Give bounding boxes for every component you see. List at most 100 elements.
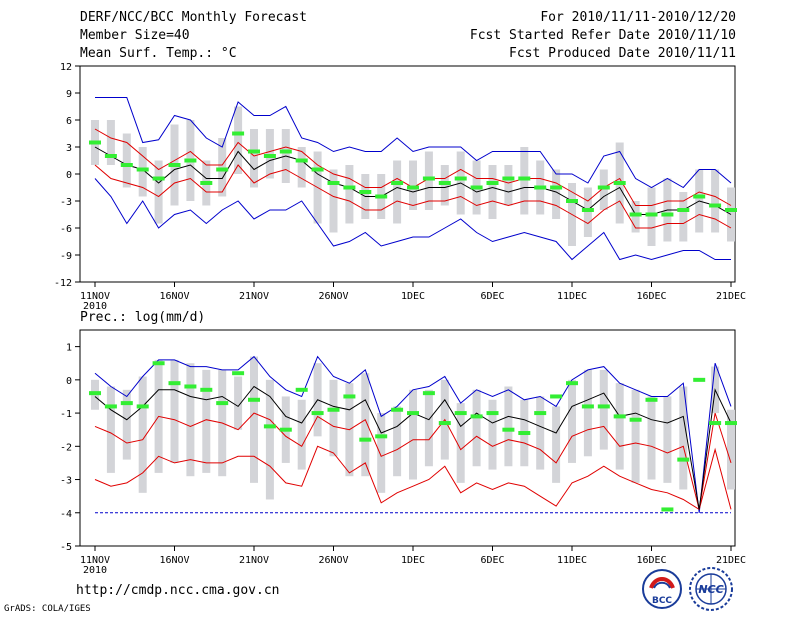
precip-box (138, 376, 147, 493)
temp-median-mark (661, 212, 674, 217)
temp-median-mark (422, 176, 435, 181)
temp-box (631, 201, 640, 233)
temp-xtick-label: 16DEC (636, 291, 666, 302)
precip-median-mark (629, 417, 642, 422)
temp-box (393, 160, 402, 224)
grads-credit: GrADS: COLA/IGES (4, 604, 91, 614)
temp-median-mark (438, 181, 451, 185)
temp-box (647, 187, 656, 246)
precip-median-mark (581, 404, 594, 409)
precip-median-mark (693, 377, 706, 382)
temp-ytick-label: -6 (60, 224, 72, 235)
precip-median-mark (327, 407, 340, 412)
precip-ytick-label: -4 (60, 509, 72, 520)
precip-xtick-label: 6DEC (480, 555, 504, 566)
precip-xtick-label: 21NOV (239, 555, 269, 566)
temp-box (265, 129, 274, 179)
precip-box (250, 356, 258, 483)
temp-median-mark (136, 167, 149, 172)
precip-upper-spread-line (94, 412, 732, 510)
temp-box (345, 165, 354, 224)
temp-median-mark (693, 194, 706, 199)
precip-upper-extreme-line (94, 355, 732, 513)
temp-box (711, 169, 720, 233)
precip-box (679, 386, 688, 490)
precip-box (170, 359, 179, 463)
precip-ytick-label: -5 (60, 542, 72, 553)
forecast-period: For 2010/11/11-2010/12/20 (540, 10, 736, 25)
precip-median-mark (709, 421, 722, 426)
precip-box (568, 379, 576, 463)
temp-box (154, 160, 163, 224)
precip-box (663, 396, 672, 483)
temp-median-mark (518, 176, 531, 181)
source-url[interactable]: http://cmdp.ncc.cma.gov.cn (76, 583, 280, 598)
precip-box (234, 376, 243, 430)
temp-box (520, 147, 529, 215)
precip-box (393, 406, 402, 477)
temp-xtick-label: 21DEC (716, 291, 746, 302)
temp-box (138, 147, 147, 197)
temp-box (218, 138, 227, 197)
precip-xtick-label: 11DEC (557, 555, 587, 566)
precip-median-mark (645, 397, 658, 402)
precip-xtick-label: 16DEC (636, 555, 666, 566)
temp-xtick-year: 2010 (83, 301, 107, 312)
temp-median-mark (725, 208, 737, 212)
temp-box (409, 160, 417, 210)
precip-median-mark (295, 387, 308, 392)
precip-panel-title: Prec.: log(mm/d) (80, 310, 206, 325)
temp-xtick-label: 16NOV (159, 291, 189, 302)
temp-ytick-label: 6 (66, 116, 72, 127)
precip-median-mark (422, 391, 435, 396)
precip-median-mark (359, 437, 372, 442)
precip-xtick-label: 21DEC (716, 555, 746, 566)
precip-median-mark (438, 421, 451, 426)
temp-median-mark (200, 181, 213, 185)
temp-xtick-label: 26NOV (318, 291, 348, 302)
temp-xtick-label: 1DEC (401, 291, 425, 302)
temp-median-mark (391, 181, 404, 185)
precip-median-mark (470, 414, 483, 419)
temp-median-mark (279, 149, 292, 154)
temp-median-mark (104, 154, 117, 158)
temp-median-mark (232, 131, 245, 136)
precip-lower-spread-line (94, 445, 732, 511)
precip-median-mark (89, 391, 101, 396)
precip-box (599, 369, 608, 450)
temp-ytick-label: 0 (66, 170, 72, 181)
precip-ytick-label: -1 (60, 409, 72, 420)
precip-median-mark (550, 394, 563, 399)
temp-lower-extreme-line (94, 178, 731, 261)
temp-median-mark (550, 185, 563, 190)
precip-box (377, 413, 386, 493)
precip-box (552, 406, 561, 483)
temp-xtick-label: 11DEC (557, 291, 587, 302)
precip-box (424, 389, 433, 467)
temp-median-mark (263, 154, 276, 158)
temp-box (599, 169, 608, 210)
precip-box (186, 363, 195, 477)
temp-median-mark (343, 185, 356, 190)
temp-ytick-label: 12 (60, 62, 72, 73)
precip-median-mark (391, 407, 404, 412)
precip-box (472, 389, 481, 467)
precip-xtick-label: 1DEC (401, 555, 425, 566)
temp-box (329, 169, 338, 233)
precip-box (122, 389, 131, 460)
temp-median-mark (566, 199, 578, 203)
temp-box (234, 106, 243, 174)
precip-box (456, 403, 465, 483)
precip-median-mark (184, 384, 197, 389)
precip-box (488, 399, 497, 470)
temp-median-mark (470, 185, 483, 190)
temp-median-mark (613, 181, 626, 185)
precip-ytick-label: -3 (60, 476, 72, 487)
precip-median-mark (407, 411, 419, 416)
precip-xtick-year: 2010 (83, 565, 107, 576)
temp-box (504, 165, 513, 206)
temp-box (106, 120, 115, 165)
precip-median-mark (486, 411, 499, 416)
forecast-started-date: Fcst Started Refer Date 2010/11/10 (469, 28, 736, 43)
